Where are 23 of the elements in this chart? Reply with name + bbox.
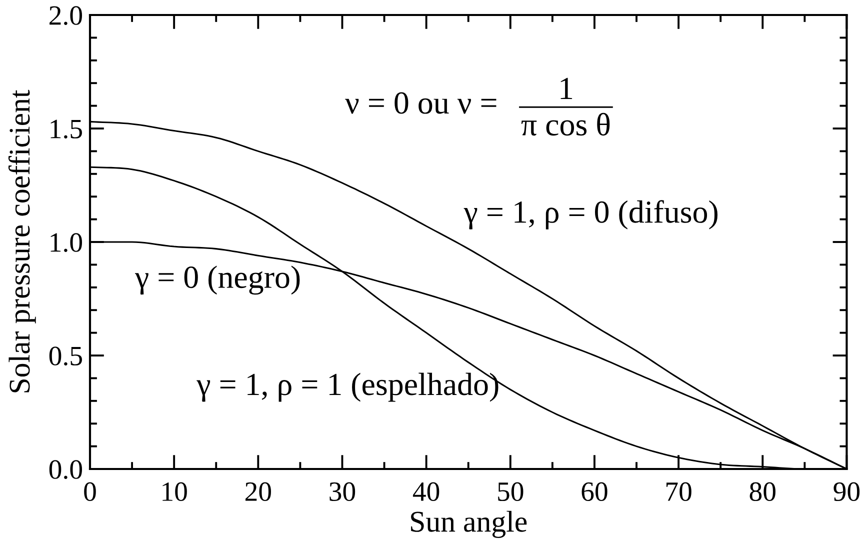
x-tick-label: 0: [84, 482, 96, 502]
y-tick-label: 2.0: [50, 6, 82, 26]
x-tick-label: 60: [582, 482, 608, 502]
y-tick-label: 0.5: [49, 346, 82, 366]
annotation: π cos θ: [521, 112, 610, 136]
annotation: ν = 0 ou ν =: [345, 92, 496, 114]
x-tick-label: 90: [834, 482, 860, 502]
x-tick-label: 70: [666, 482, 692, 502]
y-axis-title: Solar pressure coefficient: [8, 90, 36, 392]
series-label: γ = 1, ρ = 0 (difuso): [464, 200, 718, 230]
series-label: γ = 1, ρ = 1 (espelhado): [196, 372, 498, 402]
x-tick-label: 50: [498, 482, 524, 502]
y-tick-label: 1.5: [50, 120, 82, 139]
x-tick-label: 20: [245, 482, 271, 502]
x-tick-label: 30: [330, 482, 356, 502]
series-label: γ = 0 (negro): [134, 266, 300, 295]
y-tick-label: 1.0: [50, 233, 82, 252]
x-tick-label: 40: [412, 482, 440, 502]
x-tick-label: 80: [750, 482, 776, 502]
annotation: 1: [560, 78, 572, 99]
x-axis-title: Sun angle: [411, 510, 527, 538]
x-tick-label: 10: [162, 482, 187, 502]
y-tick-label: 0.0: [49, 460, 82, 480]
